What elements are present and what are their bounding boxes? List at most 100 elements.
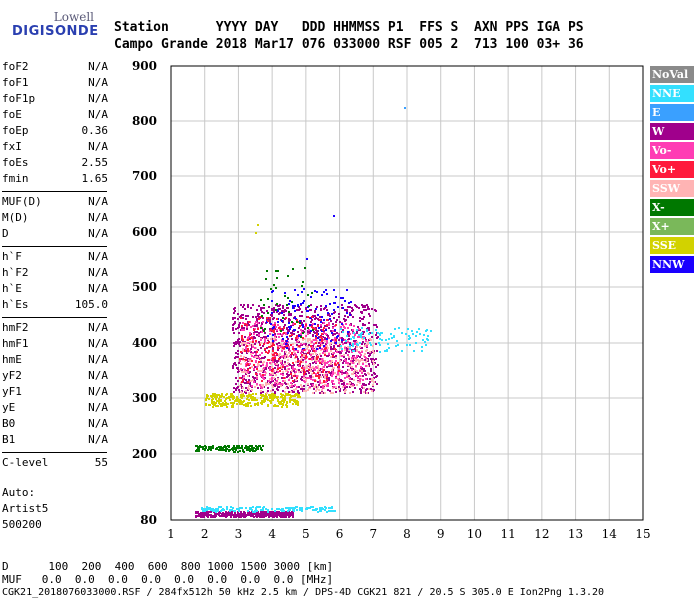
data-point (254, 347, 256, 349)
data-point (250, 307, 252, 309)
data-point (317, 330, 319, 332)
data-point (350, 360, 352, 362)
param-name: hmF2 (2, 321, 29, 334)
data-point (288, 314, 290, 316)
param-value: N/A (88, 108, 108, 121)
data-point (319, 353, 321, 355)
data-point (237, 356, 239, 358)
data-point (241, 327, 243, 329)
data-point (228, 396, 230, 398)
data-point (288, 507, 290, 509)
data-point (262, 384, 264, 386)
data-point (285, 387, 287, 389)
data-point (427, 339, 429, 341)
data-point (425, 344, 427, 346)
data-point (288, 516, 290, 518)
data-point (341, 350, 343, 352)
x-tick-label: 11 (501, 527, 516, 541)
data-point (234, 513, 236, 515)
data-point (307, 310, 309, 312)
data-point (247, 337, 249, 339)
data-point (318, 377, 320, 379)
data-point (307, 383, 309, 385)
data-point (321, 361, 323, 363)
data-point (255, 448, 257, 450)
data-point (301, 386, 303, 388)
data-point (287, 359, 289, 361)
data-point (276, 384, 278, 386)
data-point (248, 321, 250, 323)
data-point (226, 448, 228, 450)
data-point (278, 514, 280, 516)
data-point (216, 396, 218, 398)
data-point (305, 357, 307, 359)
data-point (277, 368, 279, 370)
param-row-fof1p: foF1p N/A (2, 92, 108, 108)
data-point (292, 348, 294, 350)
data-point (261, 357, 263, 359)
data-point (214, 393, 216, 395)
data-point (288, 512, 290, 514)
data-point (256, 368, 258, 370)
data-point (221, 448, 223, 450)
data-point (279, 367, 281, 369)
data-point (303, 390, 305, 392)
data-point (340, 379, 342, 381)
data-point (416, 331, 418, 333)
data-point (299, 325, 301, 327)
data-point (305, 361, 307, 363)
data-point (338, 388, 340, 390)
data-point (273, 307, 275, 309)
data-point (258, 364, 260, 366)
data-point (246, 345, 248, 347)
data-point (264, 356, 266, 358)
data-point (426, 329, 428, 331)
data-point (252, 316, 254, 318)
data-point (284, 295, 286, 297)
data-point (315, 390, 317, 392)
data-point (287, 393, 289, 395)
data-point (242, 401, 244, 403)
data-point (368, 373, 370, 375)
param-row-c-level: C-level 55 (2, 456, 108, 472)
data-point (365, 365, 367, 367)
param-row-h-e: h`E N/A (2, 282, 108, 298)
data-point (255, 373, 257, 375)
param-row-b1: B1 N/A (2, 433, 108, 449)
data-point (267, 338, 269, 340)
data-point (307, 389, 309, 391)
data-point (253, 381, 255, 383)
data-point (379, 333, 381, 335)
data-point (344, 315, 346, 317)
data-point (215, 448, 217, 450)
data-point (424, 341, 426, 343)
data-point (266, 310, 268, 312)
data-point (285, 317, 287, 319)
param-name: yF2 (2, 369, 22, 382)
data-point (306, 508, 308, 510)
data-point (358, 361, 360, 363)
data-point (273, 311, 275, 313)
data-point (287, 307, 289, 309)
data-point (296, 335, 298, 337)
data-point (238, 508, 240, 510)
data-point (215, 402, 217, 404)
data-point (393, 336, 395, 338)
data-point (250, 513, 252, 515)
data-point (308, 377, 310, 379)
data-point (314, 290, 316, 292)
data-point (394, 328, 396, 330)
data-point (347, 364, 349, 366)
param-row-hme: hmE N/A (2, 353, 108, 369)
data-point (238, 332, 240, 334)
data-point (305, 324, 307, 326)
data-point (233, 445, 235, 447)
data-point (230, 393, 232, 395)
data-point (302, 361, 304, 363)
param-row-d: D N/A (2, 227, 108, 243)
data-point (244, 308, 246, 310)
data-point (364, 356, 366, 358)
data-point (265, 382, 267, 384)
data-point (302, 324, 304, 326)
data-point (298, 371, 300, 373)
